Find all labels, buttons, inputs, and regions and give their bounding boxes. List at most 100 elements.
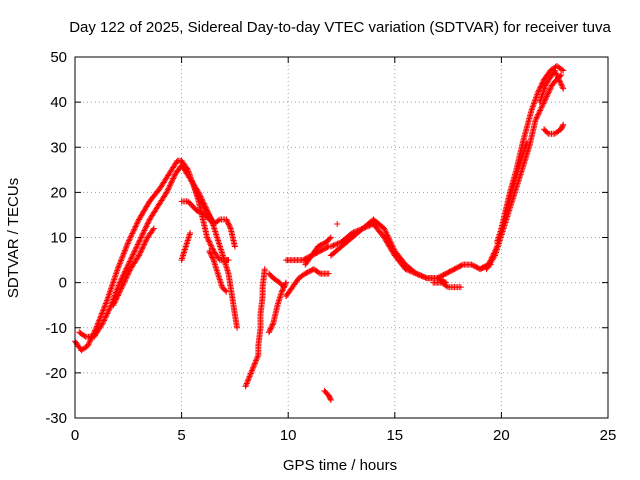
data-point [558, 66, 565, 73]
data-point [117, 258, 124, 265]
data-point [224, 219, 231, 226]
data-point [553, 70, 560, 77]
data-point [385, 235, 392, 242]
series-track-f [178, 229, 194, 264]
data-point [422, 274, 429, 281]
data-point [119, 253, 126, 260]
data-point [385, 233, 392, 240]
data-point [389, 242, 396, 249]
data-point [168, 178, 175, 185]
data-point [170, 175, 177, 182]
data-point [208, 251, 215, 258]
data-point [457, 284, 464, 291]
data-point [249, 366, 256, 373]
data-point [544, 90, 551, 97]
data-point [120, 250, 127, 257]
data-point [390, 245, 397, 252]
data-point [116, 289, 123, 296]
data-point [334, 220, 341, 227]
data-point [225, 220, 232, 227]
data-point [545, 89, 552, 96]
data-point [104, 310, 111, 317]
data-point [535, 110, 542, 117]
data-point [209, 255, 216, 262]
data-point [199, 197, 206, 204]
data-point [246, 373, 253, 380]
data-point [132, 245, 139, 252]
data-point [354, 227, 361, 234]
data-point [208, 242, 215, 249]
data-point [106, 304, 113, 311]
data-point [113, 295, 120, 302]
series-track-k [283, 266, 332, 300]
data-point [537, 106, 544, 113]
data-point [122, 268, 129, 275]
data-point [243, 380, 250, 387]
data-point [202, 203, 209, 210]
series-track-c [110, 225, 157, 309]
data-point [266, 327, 273, 334]
data-point [140, 230, 147, 237]
data-point [100, 307, 107, 314]
data-point [551, 67, 558, 74]
y-tick-label: 50 [50, 49, 67, 66]
data-point [415, 271, 422, 278]
x-tick-label: 25 [600, 427, 617, 444]
data-point [245, 376, 252, 383]
data-point [248, 367, 255, 374]
data-point [222, 287, 229, 294]
data-point [149, 226, 156, 233]
series-scatter-h [242, 266, 268, 390]
data-point [327, 234, 334, 241]
y-tick-label: -30 [45, 410, 67, 427]
data-point [204, 207, 211, 214]
series-track-v [541, 121, 567, 137]
x-tick-label: 15 [386, 427, 403, 444]
data-point [325, 270, 332, 277]
data-point [136, 238, 143, 245]
data-point [111, 300, 118, 307]
data-point [383, 229, 390, 236]
data-point [143, 237, 150, 244]
data-point [248, 369, 255, 376]
data-point [126, 268, 133, 275]
data-point [523, 139, 530, 146]
data-point [143, 223, 150, 230]
data-point [536, 86, 543, 93]
data-point [118, 285, 125, 292]
data-point [324, 244, 331, 251]
x-axis-label: GPS time / hours [283, 457, 397, 474]
data-point [166, 183, 173, 190]
x-tick-label: 5 [177, 427, 185, 444]
data-point [389, 243, 396, 250]
data-point [387, 238, 394, 245]
data-point [329, 242, 336, 249]
data-point [113, 296, 119, 303]
data-point [544, 92, 551, 99]
data-point [334, 240, 341, 247]
data-point [126, 236, 133, 243]
data-point [253, 357, 260, 364]
data-point [556, 78, 563, 85]
data-point [119, 254, 126, 261]
data-point [204, 208, 211, 215]
data-point [327, 395, 334, 402]
data-point [114, 293, 121, 300]
data-point [165, 185, 172, 192]
data-point [283, 279, 290, 286]
data-point [124, 264, 131, 271]
data-point [269, 321, 276, 328]
data-point [141, 240, 148, 247]
data-point [200, 200, 207, 207]
data-point [330, 242, 337, 249]
series-track-a [72, 157, 241, 354]
data-point [137, 248, 144, 255]
data-point [554, 74, 561, 81]
data-point [124, 262, 131, 269]
data-point [85, 341, 92, 348]
data-point [114, 292, 121, 299]
data-point [125, 239, 132, 246]
data-point [133, 220, 140, 227]
data-point [112, 298, 119, 305]
